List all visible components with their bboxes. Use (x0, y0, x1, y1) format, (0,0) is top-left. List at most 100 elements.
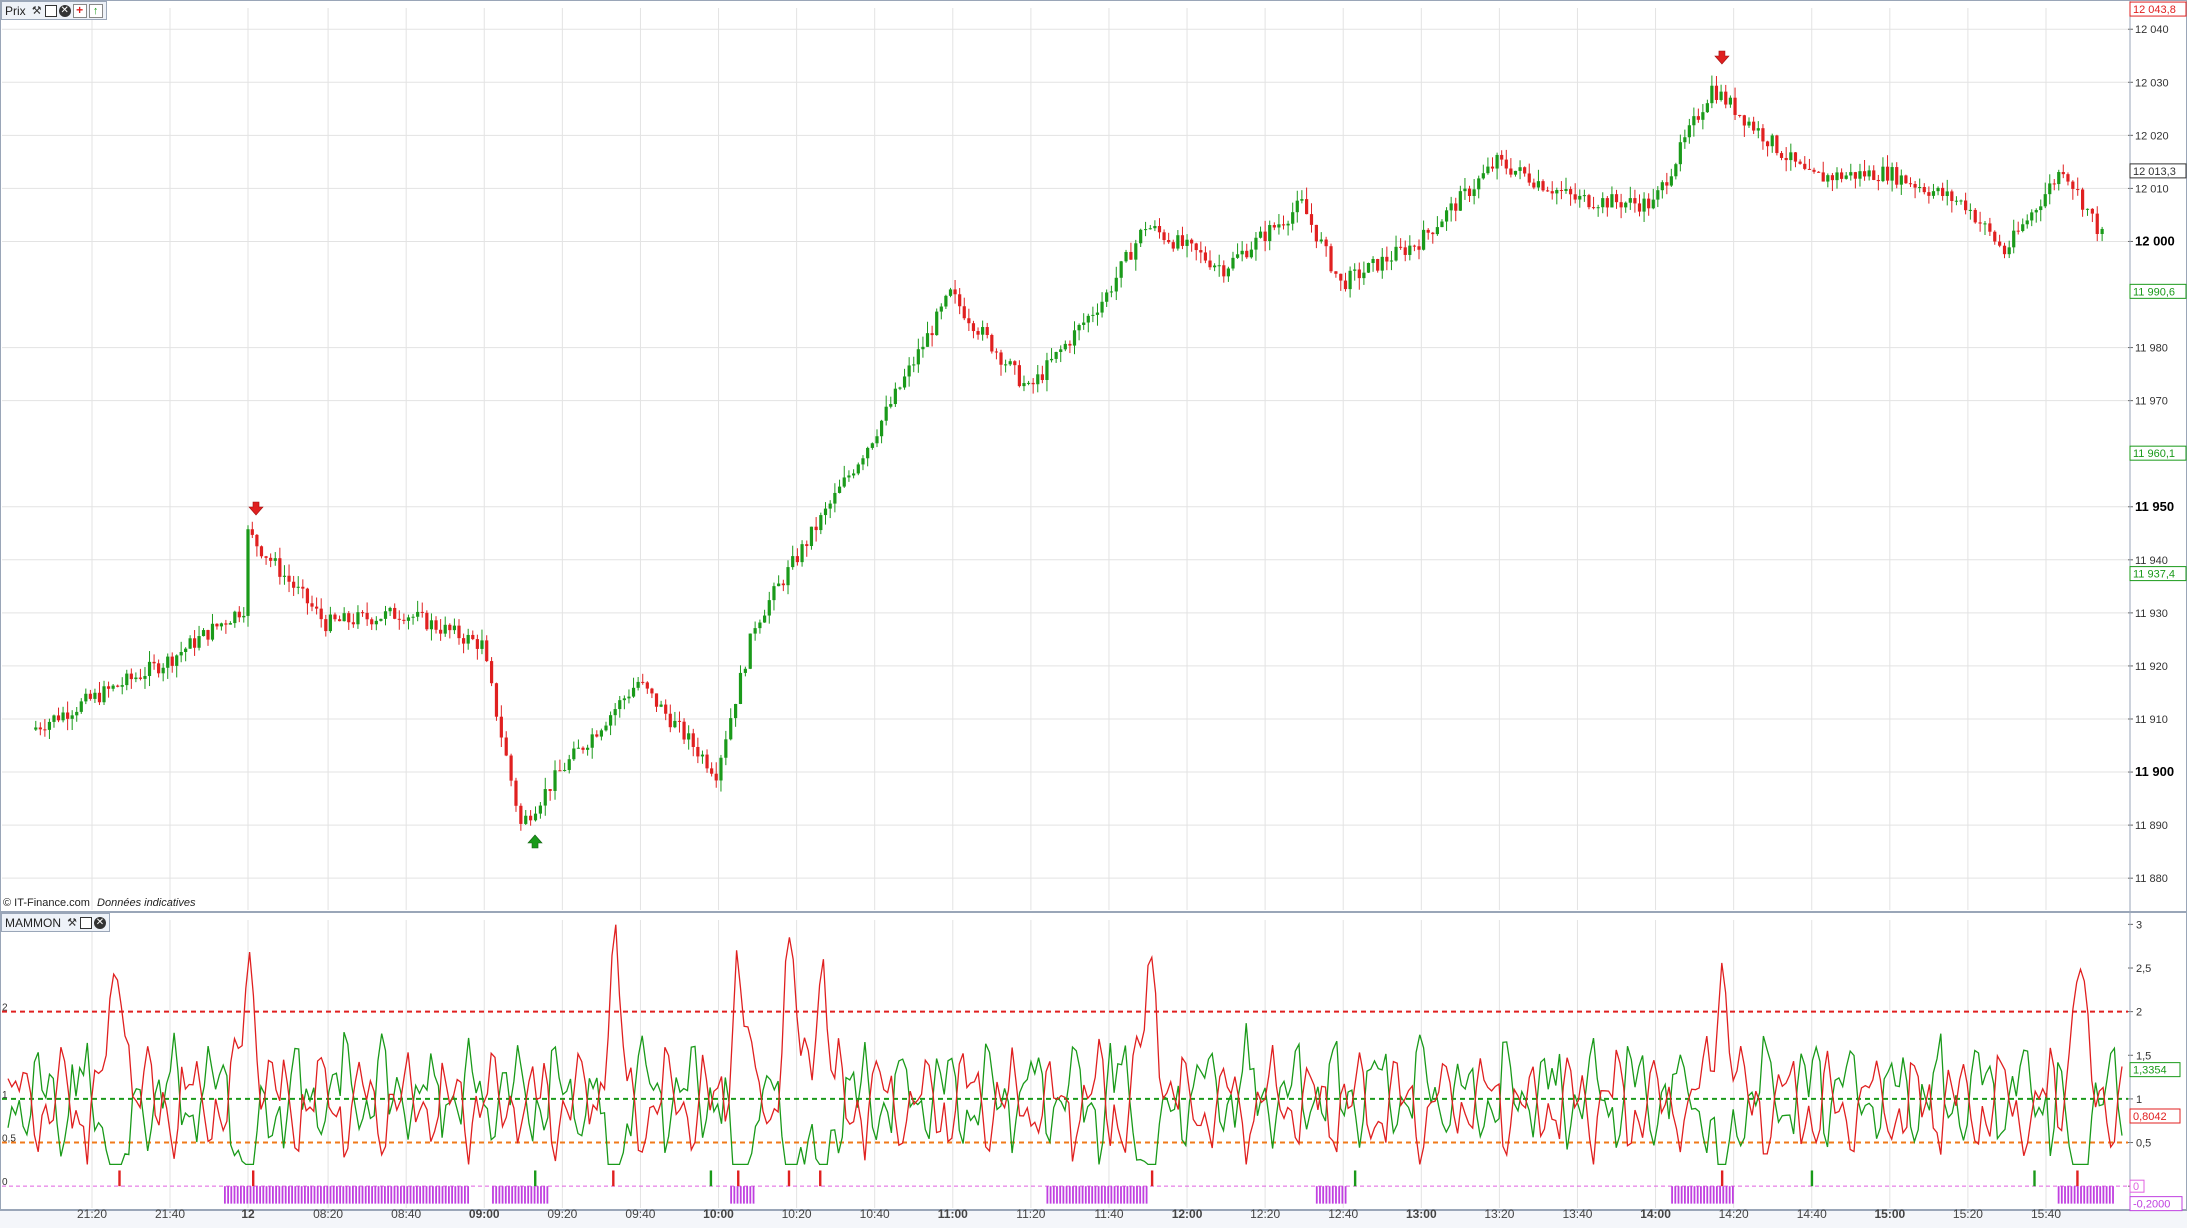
signal-bar (536, 1186, 539, 1204)
candle-body (47, 721, 52, 730)
candle-body (898, 387, 902, 389)
candle-body (38, 727, 42, 730)
wrench-icon[interactable]: ⚒ (31, 4, 42, 17)
candle-body (985, 327, 989, 335)
signal-bar (444, 1186, 447, 1204)
candle-body (84, 693, 88, 702)
signal-bar (1078, 1186, 1081, 1204)
candle-body (93, 692, 97, 699)
y-tick-label: 12 000 (2135, 233, 2175, 248)
signal-bar (527, 1186, 530, 1204)
window-icon[interactable] (80, 916, 92, 929)
last-value-label: 0,8042 (2133, 1111, 2167, 1123)
candle-body (1936, 187, 1940, 192)
candle-body (2095, 213, 2099, 235)
close-icon[interactable]: ✕ (94, 916, 106, 929)
candle-body (1587, 195, 1591, 208)
signal-bar (1107, 1186, 1110, 1204)
candle-body (1167, 240, 1171, 243)
signal-bar (460, 1186, 463, 1204)
signal-bar (377, 1186, 380, 1204)
signal-bar (348, 1186, 351, 1204)
candle-body (1153, 226, 1157, 229)
signal-bar (2096, 1186, 2098, 1204)
signal-bar (1142, 1186, 1145, 1204)
signal-bar (1139, 1186, 1142, 1204)
candle-body (402, 619, 406, 621)
candle-body (1913, 183, 1917, 188)
x-tick-label: 15:40 (2031, 1207, 2061, 1221)
candle-body (1964, 200, 1968, 211)
signal-bar (284, 1186, 287, 1204)
candle-body (1614, 194, 1619, 203)
candle-body (305, 588, 310, 604)
signal-bar (396, 1186, 399, 1204)
candle-body (925, 333, 930, 347)
candle-body (2076, 189, 2080, 191)
candle-body (1642, 198, 1646, 212)
up-arrow-icon[interactable]: ↑ (88, 3, 103, 18)
plus-icon[interactable]: + (72, 3, 87, 18)
y-tick-label: 11 980 (2135, 343, 2168, 355)
candle-body (184, 648, 188, 653)
candle-body (1899, 175, 1903, 185)
candle-body (1959, 200, 1963, 202)
signal-bar (2057, 1186, 2060, 1204)
candle-body (1412, 245, 1417, 247)
candle-body (1674, 164, 1678, 177)
x-tick-label: 13:40 (1562, 1207, 1592, 1221)
signal-bar (272, 1186, 274, 1204)
candle-body (1821, 172, 1825, 182)
candle-body (1162, 232, 1166, 241)
candle-body (1366, 262, 1371, 273)
signal-bar (438, 1186, 441, 1204)
candle-body (250, 529, 254, 535)
x-tick-label: 09:40 (625, 1207, 655, 1221)
candle-body (461, 638, 466, 644)
signal-bar (1052, 1186, 1055, 1204)
signal-bar (342, 1186, 345, 1204)
candle-body (420, 611, 424, 613)
candle-body (1376, 259, 1380, 271)
candle-body (97, 692, 102, 703)
wrench-icon[interactable]: ⚒ (67, 916, 77, 929)
last-value-box (2129, 1108, 2181, 1124)
candle-body (328, 614, 332, 632)
y-tick-label: 11 950 (2135, 499, 2174, 514)
candle-body (1765, 141, 1770, 147)
candle-body (106, 686, 111, 689)
candle-body (2043, 194, 2047, 207)
left-level-label: 1 (2, 1090, 8, 1101)
signal-bar (2064, 1186, 2066, 1204)
x-tick-label: 12:00 (1172, 1207, 1203, 1221)
candle-body (201, 630, 206, 637)
candle-body (823, 508, 828, 516)
x-tick-label: 11:00 (938, 1207, 968, 1221)
candle-body (1458, 191, 1462, 211)
candle-body (324, 619, 328, 632)
candle-body (1742, 115, 1746, 126)
signal-spike-red (737, 1170, 740, 1187)
signal-bar (530, 1186, 533, 1204)
signal-bar (1120, 1186, 1122, 1204)
signal-bar (252, 1186, 255, 1204)
indicator-line-red (7, 924, 2123, 1165)
candle-body (558, 770, 562, 772)
zero-marker-label: 0 (2133, 1181, 2139, 1193)
y-tick-label: 11 930 (2135, 608, 2168, 620)
signal-bar (339, 1186, 341, 1204)
x-tick-label: 14:40 (1797, 1207, 1827, 1221)
x-tick-label: 11:40 (1094, 1207, 1123, 1221)
signal-bar (422, 1186, 425, 1204)
close-icon[interactable]: ✕ (58, 4, 71, 17)
candle-body (206, 630, 210, 640)
candle-body (282, 575, 287, 577)
candle-body (990, 334, 994, 352)
signal-bar (240, 1186, 242, 1204)
candlestick-series (34, 75, 2104, 831)
x-tick-label: 14:00 (1640, 1207, 1671, 1221)
candle-body (819, 515, 823, 531)
candle-body (2048, 183, 2052, 195)
candle-body (1714, 85, 1719, 100)
window-icon[interactable] (44, 4, 57, 17)
